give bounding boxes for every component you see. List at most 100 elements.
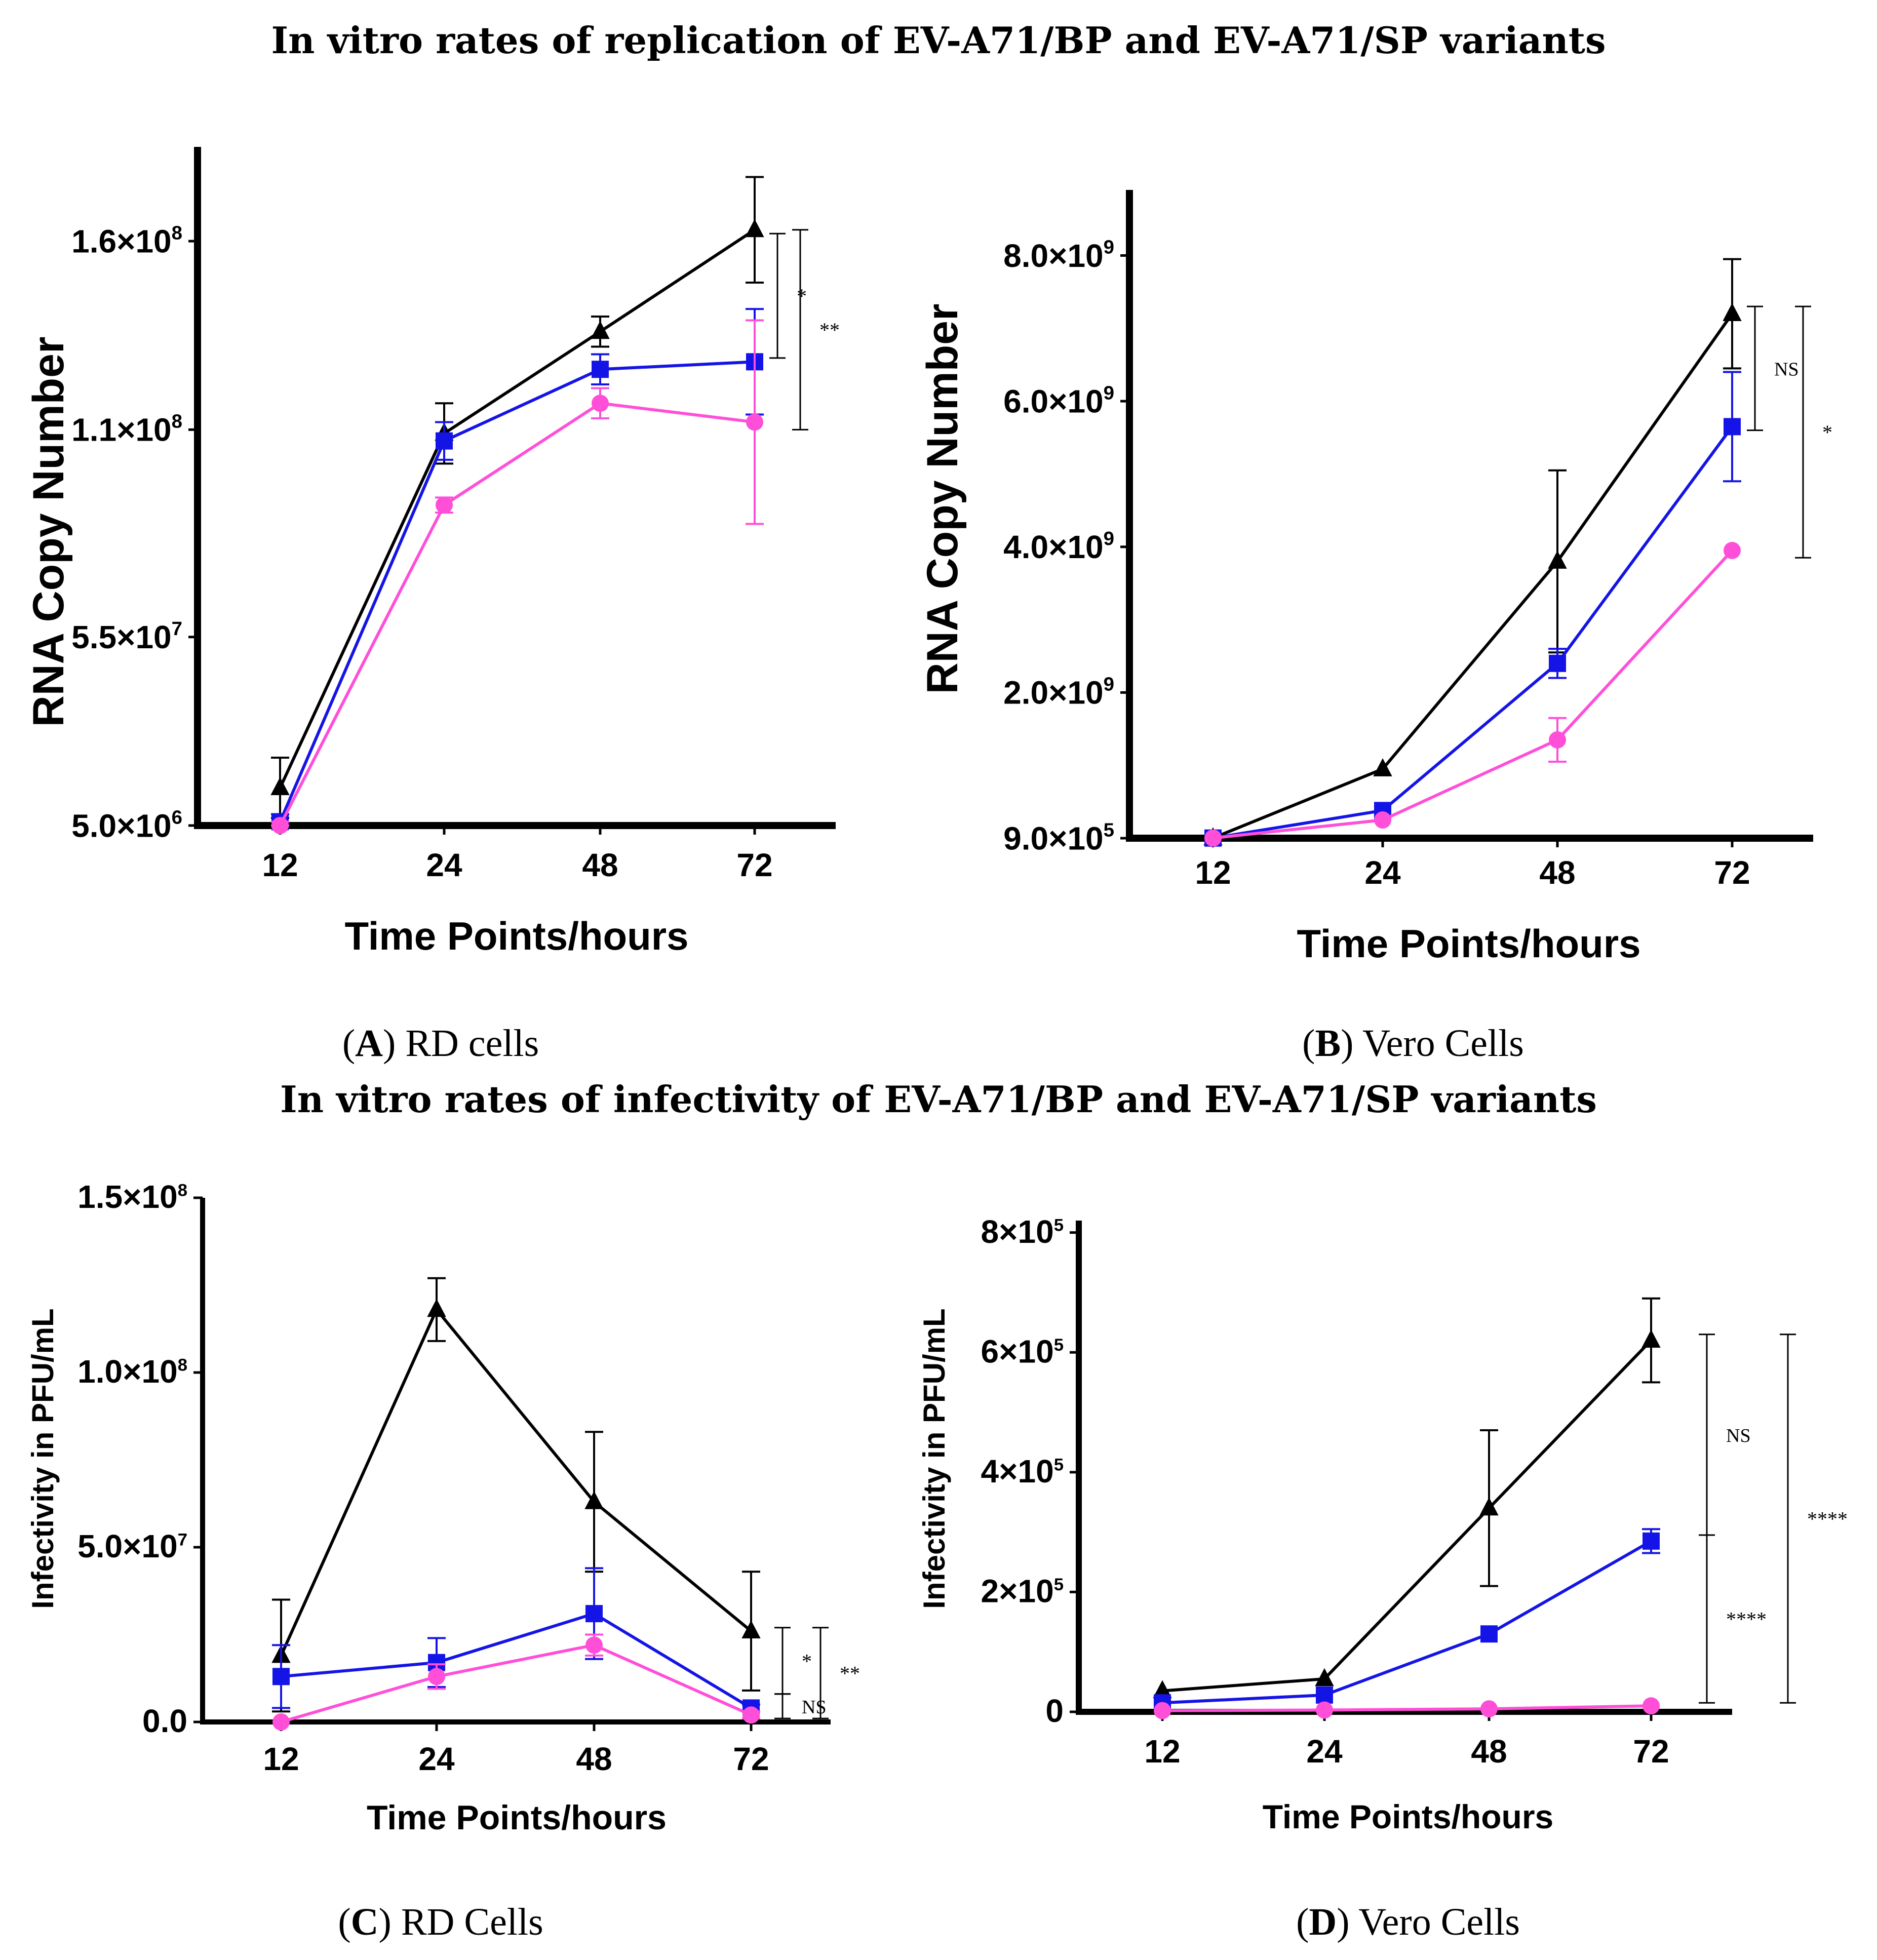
data-point-square — [592, 361, 609, 378]
significance-bracket: ** — [812, 1627, 860, 1719]
y-tick-label: 5.0×106 — [71, 806, 182, 844]
y-tick-exponent: 5 — [1054, 1336, 1064, 1355]
y-tick-label: 2×105 — [981, 1573, 1064, 1610]
data-point-triangle — [1153, 1680, 1172, 1699]
significance-bracket: * — [1795, 305, 1832, 559]
y-tick-multiplier: ×10 — [1048, 529, 1104, 565]
y-tick-mantissa: 5.0 — [71, 807, 116, 844]
series-3-circle — [1154, 1697, 1660, 1719]
series-line — [1212, 312, 1734, 840]
x-tick-label: 12 — [263, 1741, 299, 1777]
series-line — [1162, 1339, 1653, 1693]
y-tick-exponent: 5 — [1054, 1216, 1064, 1235]
y-tick-label: 1.5×108 — [77, 1179, 187, 1215]
data-point-triangle — [427, 1299, 446, 1317]
data-point-square — [1316, 1686, 1333, 1704]
y-axis-title: Infectivity in PFU/mL — [917, 1308, 951, 1609]
series-line — [281, 1643, 752, 1723]
y-tick-exponent: 6 — [172, 806, 182, 828]
y-tick-exponent: 5 — [1104, 819, 1114, 841]
significance-label: **** — [1726, 1608, 1767, 1631]
y-tick-mantissa: 1.0 — [77, 1353, 123, 1390]
caption-paren-close: ) — [379, 1901, 401, 1943]
data-point-triangle — [1641, 1329, 1661, 1348]
y-tick-exponent: 5 — [1054, 1455, 1064, 1474]
panel-caption: (B) Vero Cells — [1302, 1022, 1524, 1065]
x-tick-label: 48 — [1471, 1733, 1507, 1770]
y-tick-exponent: 5 — [1054, 1575, 1064, 1594]
y-tick-mantissa: 0.0 — [142, 1703, 187, 1739]
y-tick-multiplier: ×10 — [123, 1353, 178, 1390]
x-axis-title: Time Points/hours — [1297, 921, 1641, 966]
y-tick-label: 0.0 — [142, 1703, 187, 1739]
y-tick-label: 0 — [1045, 1693, 1064, 1729]
data-point-triangle — [584, 1491, 604, 1509]
series-3-circle — [271, 319, 764, 834]
series-1-triangle — [1153, 1297, 1661, 1699]
y-tick-mantissa: 9.0 — [1003, 820, 1048, 856]
data-point-circle — [1204, 829, 1222, 847]
y-tick-multiplier: ×10 — [1048, 820, 1104, 856]
x-axis-title: Time Points/hours — [345, 914, 689, 958]
y-tick-mantissa: 4.0 — [1003, 529, 1048, 565]
y-tick-exponent: 7 — [172, 618, 182, 640]
y-tick-mantissa: 1.5 — [77, 1179, 123, 1215]
x-tick-label: 48 — [1539, 854, 1575, 891]
y-tick-exponent: 9 — [1104, 382, 1114, 404]
x-tick-label: 48 — [576, 1741, 612, 1777]
y-tick-label: 1.1×108 — [71, 411, 182, 448]
data-point-triangle — [591, 321, 610, 339]
y-tick-label: 8×105 — [981, 1213, 1064, 1250]
panel-caption: (A) RD cells — [342, 1022, 539, 1065]
x-tick-label: 72 — [736, 847, 772, 883]
y-tick-exponent: 8 — [172, 222, 182, 244]
panel-caption: (D) Vero Cells — [1296, 1901, 1520, 1943]
caption-letter: D — [1309, 1901, 1337, 1943]
y-tick-multiplier: ×10 — [1048, 383, 1104, 419]
y-tick-exponent: 9 — [1104, 237, 1114, 258]
significance-label: ** — [819, 319, 840, 341]
significance-bracket: * — [769, 232, 807, 359]
significance-label: NS — [802, 1697, 827, 1718]
caption-paren-close: ) — [383, 1022, 405, 1065]
y-tick-mantissa: 6.0 — [1003, 383, 1048, 419]
series-line — [281, 1612, 752, 1709]
caption-paren-open: ( — [1296, 1901, 1309, 1943]
y-tick-multiplier: ×10 — [1048, 238, 1104, 274]
y-tick-multiplier: ×10 — [1048, 675, 1104, 711]
x-axis-title: Time Points/hours — [367, 1798, 667, 1837]
series-line — [279, 360, 755, 822]
significance-label: ** — [840, 1662, 860, 1684]
y-tick-mantissa: 8.0 — [1003, 238, 1048, 274]
y-tick-mantissa: 1.6 — [71, 223, 116, 259]
significance-label: * — [1822, 421, 1832, 444]
series-line — [279, 402, 755, 827]
x-tick-label: 72 — [733, 1741, 769, 1777]
data-point-triangle — [1373, 758, 1392, 776]
x-tick-label: 48 — [582, 847, 618, 883]
y-tick-label: 1.6×108 — [71, 222, 182, 259]
data-point-triangle — [270, 777, 290, 796]
significance-label: NS — [1726, 1425, 1751, 1446]
data-point-circle — [742, 1706, 760, 1724]
y-tick-label: 8.0×109 — [1003, 237, 1114, 274]
data-point-triangle — [1315, 1668, 1334, 1687]
y-tick-label: 4×105 — [981, 1453, 1064, 1489]
y-tick-multiplier: ×10 — [116, 412, 172, 448]
data-point-circle — [1480, 1700, 1498, 1718]
data-point-triangle — [1479, 1497, 1499, 1516]
series-line — [1162, 1540, 1652, 1705]
significance-label: * — [802, 1650, 812, 1672]
y-tick-multiplier: ×10 — [116, 223, 172, 259]
y-tick-exponent: 9 — [1104, 528, 1114, 550]
x-axis-title: Time Points/hours — [1263, 1798, 1554, 1835]
y-tick-label: 2.0×109 — [1003, 674, 1114, 711]
y-tick-exponent: 9 — [1104, 674, 1114, 695]
y-tick-label: 6.0×109 — [1003, 382, 1114, 419]
y-tick-multiplier: ×10 — [123, 1179, 178, 1215]
x-tick-label: 12 — [1195, 854, 1231, 891]
data-point-triangle — [745, 219, 764, 238]
y-tick-exponent: 8 — [178, 1181, 187, 1200]
